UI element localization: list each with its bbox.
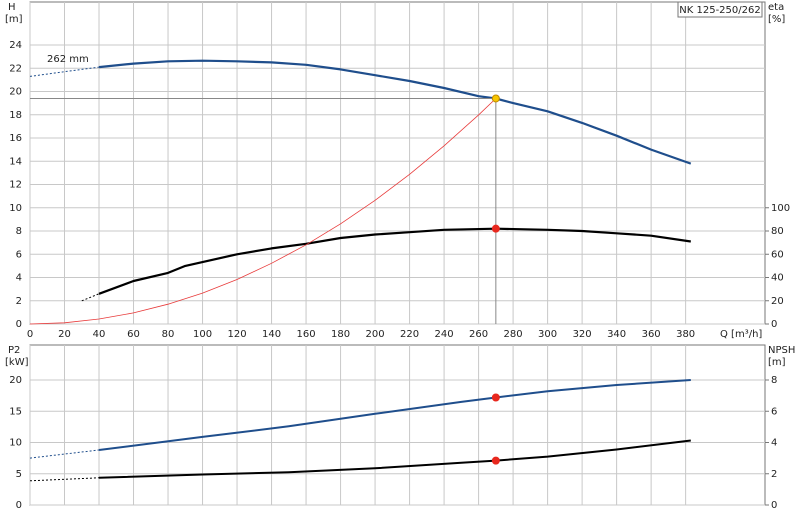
y2-axis-unit: [m] bbox=[768, 357, 786, 368]
y-tick-label: 6 bbox=[16, 249, 22, 260]
y-tick-label: 0 bbox=[16, 500, 22, 511]
y-tick-label: 5 bbox=[16, 469, 22, 480]
x-tick-label: 40 bbox=[93, 329, 106, 340]
title-box bbox=[677, 1, 763, 18]
y-tick-label: 14 bbox=[9, 156, 22, 167]
y-tick-label: 12 bbox=[9, 180, 22, 191]
curve bbox=[98, 439, 691, 479]
y-tick-label: 24 bbox=[9, 40, 22, 51]
y-tick-label: 8 bbox=[16, 226, 22, 237]
y-tick-label: 16 bbox=[9, 133, 22, 144]
x-tick-label: 80 bbox=[162, 329, 175, 340]
y2-tick-label: 4 bbox=[771, 438, 777, 449]
x-tick-label: 280 bbox=[504, 329, 523, 340]
y2-tick-label: 60 bbox=[771, 249, 784, 260]
y-axis-unit: [kW] bbox=[5, 357, 29, 368]
x-tick-label: 360 bbox=[642, 329, 661, 340]
curve bbox=[29, 98, 497, 325]
x-tick-label: 380 bbox=[676, 329, 695, 340]
x-tick-label: 220 bbox=[400, 329, 419, 340]
x-tick-label: 300 bbox=[538, 329, 557, 340]
y2-tick-label: 8 bbox=[771, 375, 777, 386]
x-tick-label: 320 bbox=[573, 329, 592, 340]
plot-area bbox=[29, 1, 766, 325]
x-tick-label: 200 bbox=[366, 329, 385, 340]
y-tick-label: 0 bbox=[16, 319, 22, 330]
x-tick-label: 100 bbox=[193, 329, 212, 340]
y2-tick-label: 2 bbox=[771, 469, 777, 480]
y-axis-unit: [m] bbox=[5, 14, 23, 25]
curve bbox=[98, 227, 691, 295]
y-axis-label: H bbox=[8, 2, 16, 13]
y-tick-label: 20 bbox=[9, 87, 22, 98]
curve-label: 262 mm bbox=[47, 54, 89, 65]
operating-point bbox=[491, 94, 500, 103]
y-axis-label: P2 bbox=[8, 345, 20, 356]
y-tick-label: 2 bbox=[16, 296, 22, 307]
y2-axis-unit: [%] bbox=[768, 14, 785, 25]
y2-axis-label: eta bbox=[768, 2, 784, 13]
chart-title: NK 125-250/262 bbox=[679, 5, 760, 16]
y2-tick-label: 80 bbox=[771, 226, 784, 237]
curve bbox=[81, 293, 100, 302]
y-tick-label: 10 bbox=[9, 438, 22, 449]
y-tick-label: 15 bbox=[9, 406, 22, 417]
operating-point bbox=[491, 224, 500, 233]
y-tick-label: 20 bbox=[9, 375, 22, 386]
x-tick-label: 240 bbox=[435, 329, 454, 340]
y2-axis-label: NPSH bbox=[768, 345, 795, 356]
y-tick-label: 4 bbox=[16, 273, 22, 284]
curve bbox=[98, 59, 692, 165]
curve bbox=[98, 379, 691, 451]
curve bbox=[29, 477, 100, 482]
y2-tick-label: 6 bbox=[771, 406, 777, 417]
y2-tick-label: 100 bbox=[771, 203, 790, 214]
x-tick-label: 140 bbox=[262, 329, 281, 340]
y2-tick-label: 0 bbox=[771, 500, 777, 511]
operating-point bbox=[491, 393, 500, 402]
operating-point bbox=[491, 456, 500, 465]
x-tick-label: 260 bbox=[469, 329, 488, 340]
y-tick-label: 22 bbox=[9, 63, 22, 74]
y-tick-label: 10 bbox=[9, 203, 22, 214]
y2-tick-label: 0 bbox=[771, 319, 777, 330]
y-tick-label: 18 bbox=[9, 110, 22, 121]
x-tick-label: 20 bbox=[58, 329, 71, 340]
x-tick-label: 180 bbox=[331, 329, 350, 340]
curve bbox=[29, 449, 100, 459]
x-tick-label: 0 bbox=[27, 329, 33, 340]
x-axis-label: Q [m³/h] bbox=[720, 329, 762, 340]
x-tick-label: 120 bbox=[227, 329, 246, 340]
y2-tick-label: 20 bbox=[771, 296, 784, 307]
plot-area bbox=[29, 344, 766, 506]
x-tick-label: 60 bbox=[127, 329, 140, 340]
x-tick-label: 160 bbox=[297, 329, 316, 340]
y2-tick-label: 40 bbox=[771, 273, 784, 284]
x-tick-label: 340 bbox=[607, 329, 626, 340]
